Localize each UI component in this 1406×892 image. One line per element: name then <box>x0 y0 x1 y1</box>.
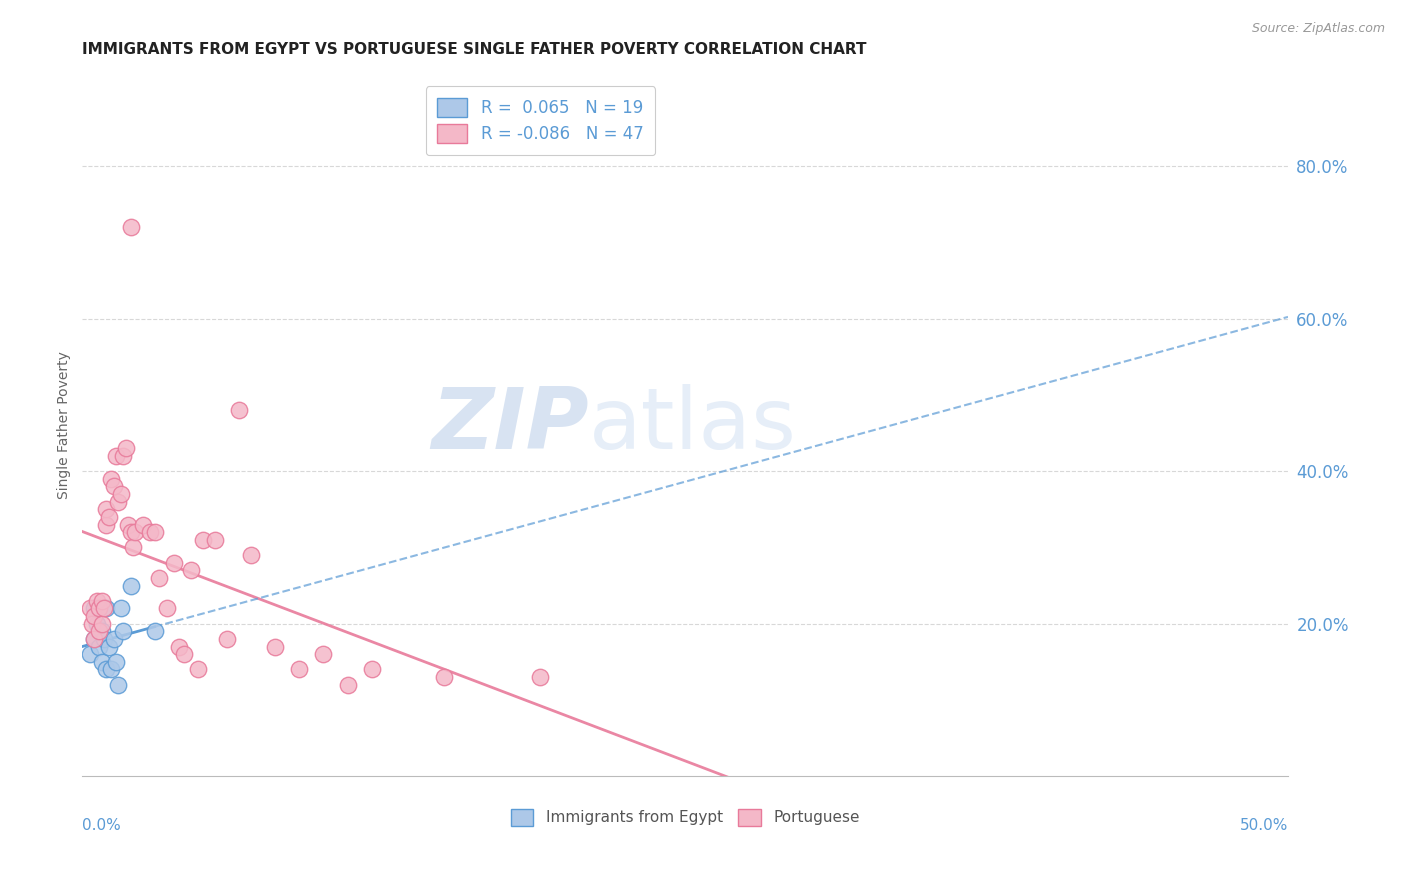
Point <box>180 563 202 577</box>
Y-axis label: Single Father Poverty: Single Father Poverty <box>58 351 72 500</box>
Point <box>93 632 115 646</box>
Point <box>131 517 153 532</box>
Point <box>110 601 132 615</box>
Point <box>103 479 125 493</box>
Point <box>89 624 111 639</box>
Point <box>191 533 214 547</box>
Point <box>96 601 118 615</box>
Point <box>96 502 118 516</box>
Point <box>143 525 166 540</box>
Point <box>105 449 128 463</box>
Point <box>110 487 132 501</box>
Point <box>120 220 142 235</box>
Text: Source: ZipAtlas.com: Source: ZipAtlas.com <box>1251 22 1385 36</box>
Point <box>215 632 238 646</box>
Point <box>112 624 135 639</box>
Point <box>90 594 112 608</box>
Point <box>360 662 382 676</box>
Point <box>100 472 122 486</box>
Point <box>148 571 170 585</box>
Point <box>90 616 112 631</box>
Point <box>96 662 118 676</box>
Point <box>529 670 551 684</box>
Point <box>264 640 287 654</box>
Point <box>143 624 166 639</box>
Point <box>312 647 335 661</box>
Text: IMMIGRANTS FROM EGYPT VS PORTUGUESE SINGLE FATHER POVERTY CORRELATION CHART: IMMIGRANTS FROM EGYPT VS PORTUGUESE SING… <box>83 42 866 57</box>
Point <box>120 578 142 592</box>
Point <box>100 662 122 676</box>
Point <box>433 670 456 684</box>
Point <box>156 601 179 615</box>
Point <box>288 662 311 676</box>
Point <box>93 601 115 615</box>
Point <box>90 655 112 669</box>
Point <box>240 548 263 562</box>
Point <box>167 640 190 654</box>
Point <box>83 609 105 624</box>
Point <box>86 616 108 631</box>
Point <box>90 624 112 639</box>
Text: 50.0%: 50.0% <box>1240 818 1288 833</box>
Point <box>228 403 250 417</box>
Point <box>107 494 129 508</box>
Point <box>83 632 105 646</box>
Point <box>79 601 101 615</box>
Text: ZIP: ZIP <box>432 384 589 467</box>
Point <box>79 647 101 661</box>
Point <box>89 601 111 615</box>
Point <box>97 640 120 654</box>
Point <box>96 517 118 532</box>
Point <box>97 509 120 524</box>
Text: 0.0%: 0.0% <box>83 818 121 833</box>
Point <box>124 525 146 540</box>
Point <box>120 525 142 540</box>
Point <box>80 616 103 631</box>
Point <box>103 632 125 646</box>
Point <box>187 662 209 676</box>
Point <box>83 632 105 646</box>
Point <box>107 678 129 692</box>
Point <box>117 517 139 532</box>
Point <box>163 556 186 570</box>
Point <box>204 533 226 547</box>
Point <box>139 525 162 540</box>
Text: atlas: atlas <box>589 384 797 467</box>
Point <box>336 678 359 692</box>
Point <box>89 640 111 654</box>
Point <box>86 594 108 608</box>
Point <box>112 449 135 463</box>
Point <box>122 541 145 555</box>
Point <box>173 647 195 661</box>
Legend: Immigrants from Egypt, Portuguese: Immigrants from Egypt, Portuguese <box>505 803 866 831</box>
Point <box>105 655 128 669</box>
Point <box>114 442 136 456</box>
Point <box>83 601 105 615</box>
